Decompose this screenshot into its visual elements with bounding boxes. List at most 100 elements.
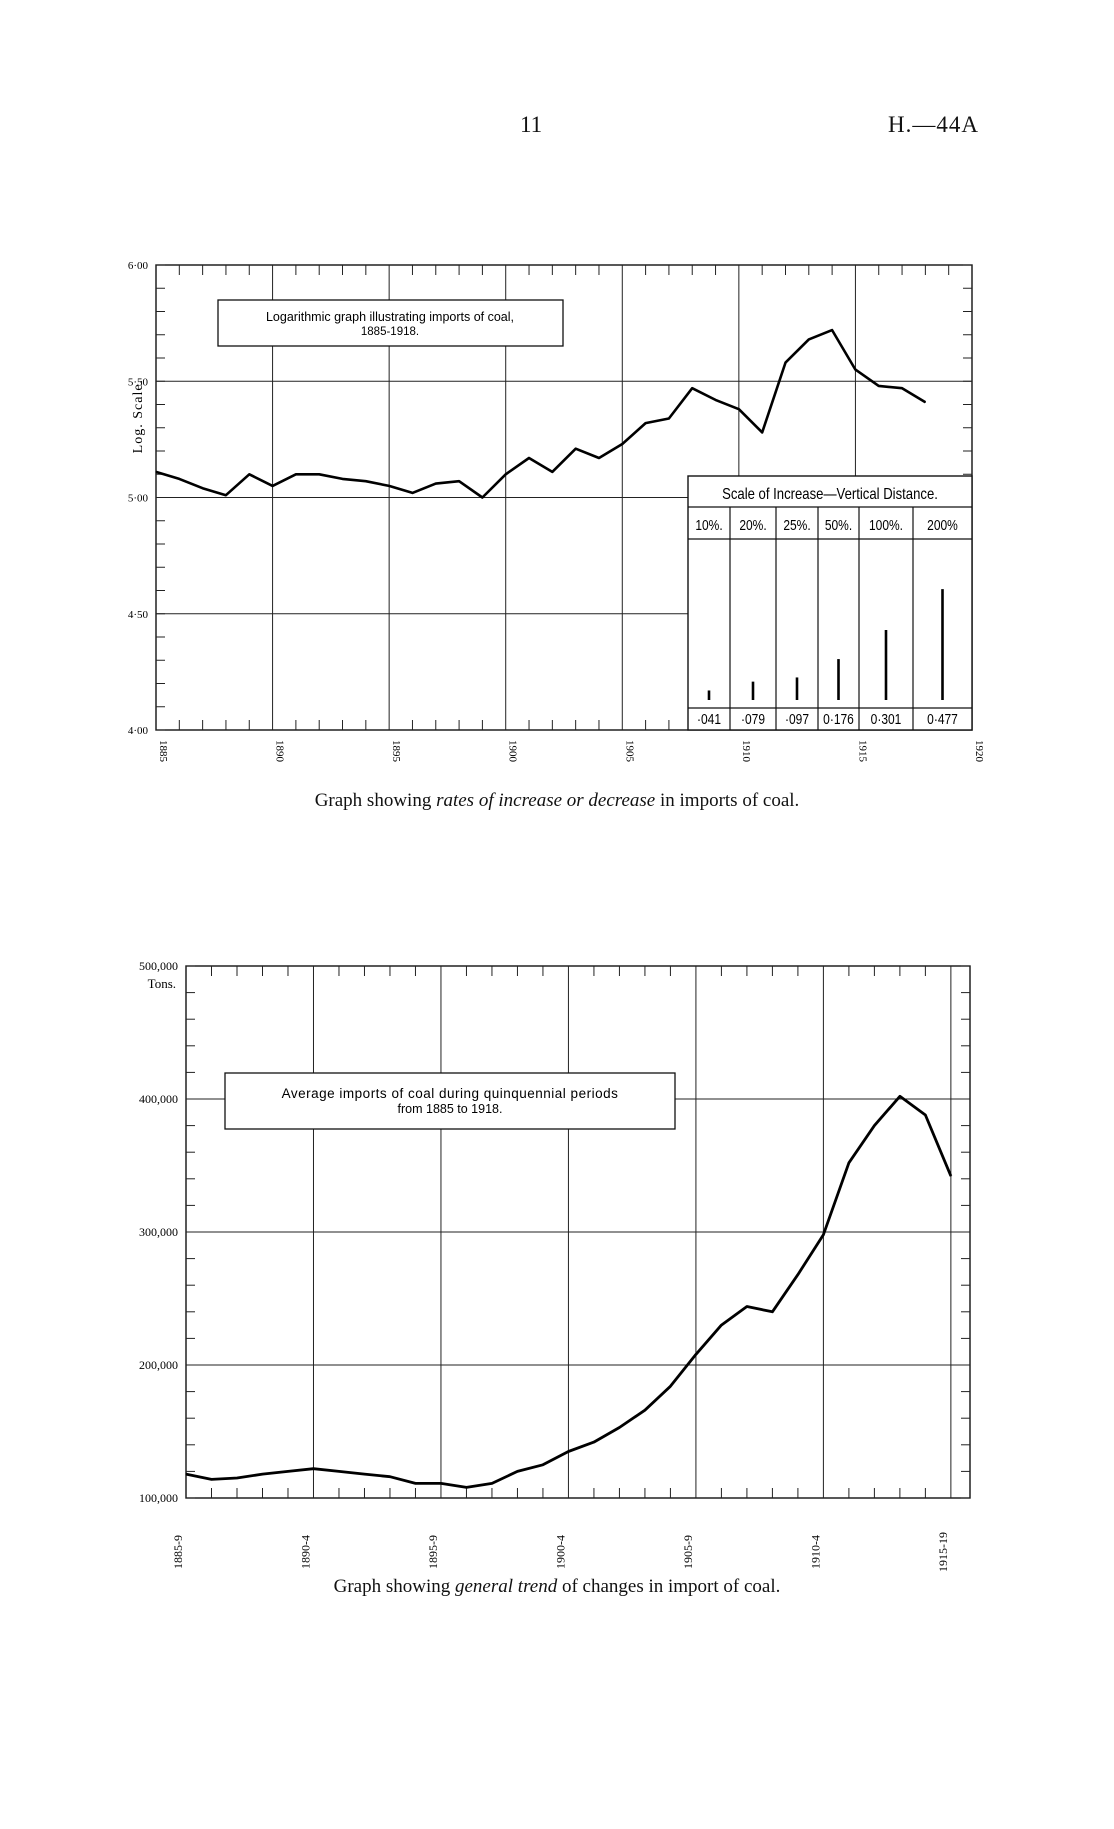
chart-title-box bbox=[224, 1072, 676, 1130]
quinquennial-coal-imports-chart: 100,000 200,000 300,000 400,000 500,000 Tons.… bbox=[139, 959, 971, 1572]
data-point bbox=[338, 1470, 340, 1472]
data-point bbox=[899, 1095, 901, 1097]
page-number: 11 bbox=[520, 112, 543, 137]
inset-value: ·041 bbox=[697, 711, 721, 728]
x-tick-label: 1895-9 bbox=[426, 1535, 440, 1569]
inset-value: 0·301 bbox=[871, 711, 902, 728]
data-point bbox=[854, 369, 857, 371]
data-point bbox=[924, 401, 926, 403]
data-point bbox=[202, 487, 204, 489]
data-point bbox=[388, 485, 390, 487]
y-tick-label: 5·00 bbox=[128, 493, 149, 505]
y-axis-label: Tons. bbox=[148, 976, 176, 991]
data-point bbox=[822, 1234, 824, 1236]
y-tick-label: 200,000 bbox=[139, 1358, 178, 1372]
y-tick-label: 5·50 bbox=[128, 376, 149, 388]
inset-value: ·097 bbox=[785, 711, 809, 728]
data-point bbox=[668, 417, 670, 420]
data-point bbox=[528, 457, 530, 459]
x-tick-label: 1910 bbox=[740, 740, 752, 763]
data-point bbox=[575, 448, 577, 450]
data-point bbox=[618, 1426, 621, 1429]
chart2-caption: Graph showing general trend of changes i… bbox=[333, 1576, 781, 1597]
chart-title-line2: from 1885 to 1918. bbox=[398, 1102, 503, 1116]
data-point bbox=[621, 443, 623, 445]
y-tick-label: 6·00 bbox=[128, 260, 149, 272]
data-point bbox=[797, 1273, 799, 1276]
data-point bbox=[738, 408, 740, 410]
data-point bbox=[720, 1324, 723, 1326]
data-point bbox=[261, 1473, 264, 1475]
data-point bbox=[458, 480, 460, 482]
data-point bbox=[771, 1311, 774, 1313]
chart-title-box bbox=[217, 299, 564, 347]
inset-header: 10%. bbox=[695, 517, 722, 534]
y-tick-label: 4·00 bbox=[128, 725, 149, 737]
data-point bbox=[312, 1468, 315, 1470]
log-coal-imports-chart: 4·00 4·50 5·00 5·50 6·00 Log. Scale. 1885 1890 1… bbox=[128, 260, 985, 763]
data-point bbox=[551, 471, 553, 473]
x-tick-label: 1895 bbox=[390, 740, 402, 763]
data-point bbox=[808, 338, 810, 340]
data-point bbox=[848, 1162, 850, 1164]
inset-header: 25%. bbox=[783, 517, 810, 534]
data-point bbox=[440, 1482, 442, 1484]
data-point bbox=[414, 1482, 417, 1484]
data-point bbox=[761, 431, 763, 433]
inset-value: 0·477 bbox=[927, 711, 958, 728]
data-point bbox=[746, 1305, 748, 1308]
x-tick-label: 1910-4 bbox=[808, 1535, 822, 1569]
document-reference: H.—44A bbox=[888, 112, 979, 137]
data-point bbox=[873, 1125, 875, 1127]
data-point bbox=[784, 362, 787, 364]
data-point bbox=[593, 1441, 595, 1443]
chart1-caption: Graph showing rates of increase or decre… bbox=[314, 790, 800, 811]
data-point bbox=[644, 1409, 646, 1411]
chart-title-line2: 1885-1918. bbox=[361, 326, 419, 338]
data-point bbox=[878, 385, 880, 387]
data-point bbox=[365, 480, 367, 482]
x-tick-label: 1890-4 bbox=[298, 1535, 312, 1569]
data-point bbox=[411, 492, 414, 494]
inset-header: 200% bbox=[927, 517, 958, 534]
y-tick-label: 100,000 bbox=[139, 1491, 178, 1505]
data-point bbox=[491, 1482, 493, 1484]
x-tick-label: 1920 bbox=[973, 740, 985, 763]
data-point bbox=[225, 494, 227, 496]
inset-box bbox=[687, 475, 973, 731]
x-tick-label: 1885-9 bbox=[171, 1535, 185, 1569]
data-point bbox=[295, 473, 297, 475]
data-point bbox=[950, 1175, 952, 1177]
data-point bbox=[271, 485, 274, 487]
data-point bbox=[831, 329, 833, 331]
data-point bbox=[901, 387, 903, 389]
data-point bbox=[691, 387, 693, 389]
x-tick-label: 1900 bbox=[507, 740, 519, 763]
x-tick-label: 1915-19 bbox=[936, 1532, 950, 1572]
data-point bbox=[155, 471, 157, 473]
data-point bbox=[695, 1353, 697, 1355]
x-tick-label: 1905-9 bbox=[681, 1535, 695, 1569]
data-point bbox=[341, 478, 344, 480]
data-point bbox=[481, 496, 483, 499]
inset-title: Scale of Increase—Vertical Distance. bbox=[722, 486, 938, 503]
data-point bbox=[567, 1450, 570, 1453]
data-point bbox=[435, 482, 437, 485]
x-tick-label: 1900-4 bbox=[553, 1535, 567, 1569]
data-point bbox=[542, 1464, 544, 1466]
data-point bbox=[714, 399, 717, 401]
x-tick-label: 1890 bbox=[274, 740, 286, 763]
data-point bbox=[598, 457, 600, 459]
data-point bbox=[363, 1473, 366, 1475]
data-point bbox=[210, 1478, 213, 1480]
data-point bbox=[505, 473, 507, 475]
data-point bbox=[516, 1470, 519, 1472]
y-tick-label: 4·50 bbox=[128, 609, 149, 621]
inset-header: 100%. bbox=[869, 517, 903, 534]
inset-value: ·079 bbox=[741, 711, 765, 728]
data-point bbox=[248, 473, 250, 475]
series-line bbox=[155, 328, 927, 499]
y-tick-label: 300,000 bbox=[139, 1225, 178, 1239]
data-point bbox=[178, 478, 180, 480]
